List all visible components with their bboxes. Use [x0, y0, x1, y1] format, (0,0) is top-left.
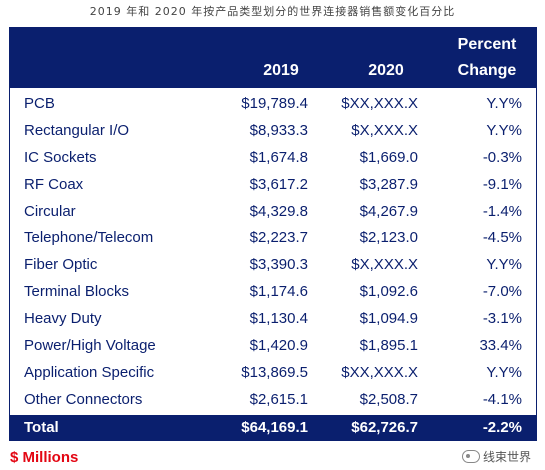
total-label: Total	[24, 419, 59, 436]
row-label: RF Coax	[24, 175, 84, 193]
table-row: Telephone/Telecom $2,223.7 $2,123.0 -4.5…	[10, 224, 536, 251]
value-2020: $1,669.0	[359, 148, 418, 166]
percent-change: -0.3%	[482, 148, 522, 166]
header-2019: 2019	[263, 62, 299, 79]
watermark: 线束世界	[462, 448, 531, 465]
value-2020: $XX,XXX.X	[341, 95, 418, 112]
row-label: PCB	[24, 95, 55, 112]
value-2020: $X,XXX.X	[351, 256, 418, 274]
connector-sales-table: 2019 2020 Percent Change PCB $19,789.4 $…	[9, 27, 537, 441]
table-row: Other Connectors $2,615.1 $2,508.7 -4.1%	[10, 386, 536, 413]
percent-change: -9.1%	[482, 175, 522, 193]
row-label: Terminal Blocks	[24, 283, 130, 301]
percent-change: Y.Y%	[486, 121, 522, 139]
value-2019: $1,130.4	[249, 310, 308, 328]
value-2019: $1,420.9	[249, 337, 308, 355]
row-label: IC Sockets	[24, 148, 97, 166]
total-row: Total $64,169.1 $62,726.7 -2.2%	[10, 415, 536, 440]
value-2020: $1,895.1	[359, 337, 418, 355]
value-2020: $2,123.0	[359, 229, 418, 247]
value-2020: $XX,XXX.X	[341, 363, 418, 381]
value-2020: $2,508.7	[359, 390, 418, 408]
table-header: 2019 2020 Percent Change	[10, 28, 536, 88]
wechat-icon	[462, 450, 480, 463]
table-row: IC Sockets $1,674.8 $1,669.0 -0.3%	[10, 144, 536, 171]
row-label: Rectangular I/O	[24, 121, 130, 139]
row-label: Heavy Duty	[24, 310, 102, 328]
table-row: Fiber Optic $3,390.3 $X,XXX.X Y.Y%	[10, 251, 536, 278]
units-note: $ Millions	[10, 449, 79, 466]
table-row: Terminal Blocks $1,174.6 $1,092.6 -7.0%	[10, 278, 536, 305]
value-2020: $4,267.9	[359, 202, 418, 220]
header-change: Change	[457, 62, 517, 79]
table-row: Power/High Voltage $1,420.9 $1,895.1 33.…	[10, 332, 536, 359]
table-row: Circular $4,329.8 $4,267.9 -1.4%	[10, 198, 536, 225]
value-2019: $2,223.7	[249, 229, 308, 247]
percent-change: Y.Y%	[486, 256, 522, 274]
row-label: Fiber Optic	[24, 256, 98, 274]
value-2020: $1,092.6	[359, 283, 418, 301]
table-caption: 2019 年和 2020 年按产品类型划分的世界连接器销售额变化百分比	[89, 5, 456, 18]
row-label: Other Connectors	[24, 390, 143, 408]
percent-change: -1.4%	[482, 202, 522, 220]
header-2020: 2020	[368, 62, 404, 79]
value-2020: $X,XXX.X	[351, 121, 418, 139]
value-2019: $8,933.3	[249, 121, 308, 139]
row-label: Circular	[24, 202, 76, 220]
table-body: PCB $19,789.4 $XX,XXX.X Y.Y% Rectangular…	[10, 90, 536, 413]
percent-change: -3.1%	[482, 310, 522, 328]
row-label: Power/High Voltage	[24, 337, 156, 355]
value-2019: $2,615.1	[249, 390, 308, 408]
table-row: Application Specific $13,869.5 $XX,XXX.X…	[10, 359, 536, 386]
percent-change: -4.1%	[482, 390, 522, 408]
total-2020: $62,726.7	[351, 419, 418, 436]
value-2019: $4,329.8	[249, 202, 308, 220]
value-2019: $3,390.3	[249, 256, 308, 274]
percent-change: 33.4%	[479, 337, 522, 355]
table-row: RF Coax $3,617.2 $3,287.9 -9.1%	[10, 171, 536, 198]
total-2019: $64,169.1	[241, 419, 308, 436]
table-row: Rectangular I/O $8,933.3 $X,XXX.X Y.Y%	[10, 117, 536, 144]
percent-change: Y.Y%	[486, 363, 522, 381]
value-2020: $1,094.9	[359, 310, 418, 328]
table-row: Heavy Duty $1,130.4 $1,094.9 -3.1%	[10, 305, 536, 332]
value-2019: $1,674.8	[249, 148, 308, 166]
table-row: PCB $19,789.4 $XX,XXX.X Y.Y%	[10, 90, 536, 117]
total-change: -2.2%	[482, 419, 522, 436]
value-2019: $3,617.2	[249, 175, 308, 193]
row-label: Application Specific	[24, 363, 155, 381]
value-2019: $13,869.5	[241, 363, 308, 381]
watermark-text: 线束世界	[483, 450, 532, 464]
value-2019: $1,174.6	[249, 283, 308, 301]
value-2020: $3,287.9	[359, 175, 418, 193]
row-label: Telephone/Telecom	[24, 229, 154, 247]
percent-change: -4.5%	[482, 229, 522, 247]
header-percent: Percent	[457, 36, 517, 53]
percent-change: Y.Y%	[486, 95, 522, 112]
percent-change: -7.0%	[482, 283, 522, 301]
value-2019: $19,789.4	[241, 95, 308, 112]
